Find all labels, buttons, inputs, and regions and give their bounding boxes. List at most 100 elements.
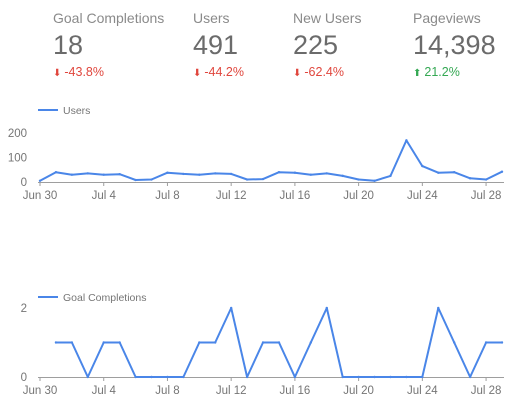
data-point <box>405 139 408 142</box>
data-point <box>229 172 233 176</box>
metric-change-value: 21.2% <box>424 65 460 79</box>
metric-change-value: -62.4% <box>304 65 344 79</box>
x-tick-label: Jul 8 <box>155 190 179 202</box>
data-point <box>70 173 74 176</box>
data-point <box>182 172 185 176</box>
data-point <box>245 178 249 181</box>
data-point <box>437 306 440 310</box>
data-point <box>229 306 233 310</box>
metric-value: 225 <box>293 30 339 60</box>
data-point <box>373 179 376 182</box>
data-point <box>325 306 328 310</box>
series-line <box>39 139 503 182</box>
x-tick-label: Jul 20 <box>343 385 374 397</box>
metric-new-users[interactable]: New Users 225 ⬇ -62.4% <box>293 8 361 82</box>
data-point <box>373 375 376 379</box>
metric-value: 491 <box>193 30 239 60</box>
data-point <box>468 177 472 180</box>
data-point <box>86 172 89 175</box>
y-tick-label: 0 <box>21 372 27 384</box>
x-tick-label: Jul 24 <box>407 190 438 202</box>
x-tick-label: Jul 12 <box>216 385 247 397</box>
data-point <box>484 178 488 181</box>
x-tick-label: Jul 28 <box>471 385 502 397</box>
data-point <box>341 375 344 379</box>
data-point <box>453 171 456 174</box>
data-point <box>325 172 328 175</box>
x-tick-label: Jul 4 <box>92 190 117 202</box>
data-point <box>453 341 456 344</box>
data-point <box>38 179 42 182</box>
metric-pageviews[interactable]: Pageviews 14,398 ⬆ 21.2% <box>413 8 496 82</box>
metrics-summary: Goal Completions 18 ⬇ -43.8% Users 491 ⬇ -… <box>0 0 525 90</box>
down-arrow-icon: ⬇ <box>193 68 202 79</box>
data-point <box>500 170 504 173</box>
data-point <box>421 375 424 379</box>
goal-completions-line-chart: Goal Completions 0 2 Jun 30 Jul 4 Jul 8 Jul 12… <box>21 292 504 397</box>
metric-label: Pageviews <box>413 10 481 26</box>
metric-users[interactable]: Users 491 ⬇ -44.2% <box>193 8 244 82</box>
data-point <box>484 341 488 344</box>
metric-change: ⬇ -43.8% <box>53 64 164 82</box>
metric-change: ⬇ -44.2% <box>193 64 244 82</box>
x-tick-label: Jul 8 <box>155 385 179 397</box>
data-point <box>134 375 137 379</box>
x-tick-label: Jun 30 <box>23 190 58 202</box>
data-point <box>437 171 440 174</box>
data-point <box>214 172 217 175</box>
y-tick-label: 0 <box>21 177 27 189</box>
data-point <box>405 375 408 379</box>
metric-value: 14,398 <box>413 30 496 60</box>
data-point <box>134 178 137 182</box>
data-point <box>341 174 344 178</box>
metric-change: ⬆ 21.2% <box>413 64 496 82</box>
data-point <box>309 341 313 344</box>
x-tick-label: Jul 4 <box>92 385 117 397</box>
metric-change: ⬇ -62.4% <box>293 64 361 82</box>
x-tick-label: Jul 28 <box>471 190 502 202</box>
metric-value: 18 <box>53 30 84 60</box>
down-arrow-icon: ⬇ <box>53 68 62 79</box>
data-point <box>309 173 313 176</box>
data-point <box>389 174 392 178</box>
down-arrow-icon: ⬇ <box>293 68 302 79</box>
data-point <box>277 341 281 344</box>
metric-change-value: -43.8% <box>64 65 104 79</box>
x-tick-label: Jul 16 <box>280 385 311 397</box>
data-point <box>293 171 297 174</box>
data-point <box>102 173 105 176</box>
data-point <box>468 375 472 379</box>
data-point <box>118 172 121 176</box>
data-point <box>198 341 201 344</box>
y-tick-label: 2 <box>21 303 27 315</box>
metric-label: Users <box>193 10 230 26</box>
data-point <box>293 375 297 379</box>
legend-label: Users <box>63 105 90 117</box>
data-point <box>261 177 265 181</box>
metric-goal-completions[interactable]: Goal Completions 18 ⬇ -43.8% <box>53 8 164 82</box>
data-point <box>166 375 169 379</box>
data-point <box>261 341 265 344</box>
data-point <box>150 178 153 181</box>
data-point <box>389 375 392 379</box>
up-arrow-icon: ⬆ <box>413 68 422 79</box>
data-point <box>54 341 58 344</box>
data-point <box>118 341 121 344</box>
x-tick-label: Jul 12 <box>216 190 247 202</box>
metric-label: New Users <box>293 10 362 26</box>
x-tick-label: Jul 20 <box>343 190 374 202</box>
data-point <box>421 164 424 168</box>
data-point <box>277 171 281 174</box>
x-tick-label: Jul 24 <box>407 385 438 397</box>
data-point <box>86 375 89 379</box>
data-point <box>54 171 58 174</box>
data-point <box>357 375 360 379</box>
y-tick-label: 200 <box>8 128 27 140</box>
legend-label: Goal Completions <box>63 292 146 304</box>
data-point <box>245 375 249 379</box>
data-point <box>150 375 153 379</box>
data-point <box>214 341 217 344</box>
data-point <box>198 173 201 176</box>
metric-change-value: -44.2% <box>204 65 244 79</box>
x-tick-label: Jun 30 <box>23 385 58 397</box>
